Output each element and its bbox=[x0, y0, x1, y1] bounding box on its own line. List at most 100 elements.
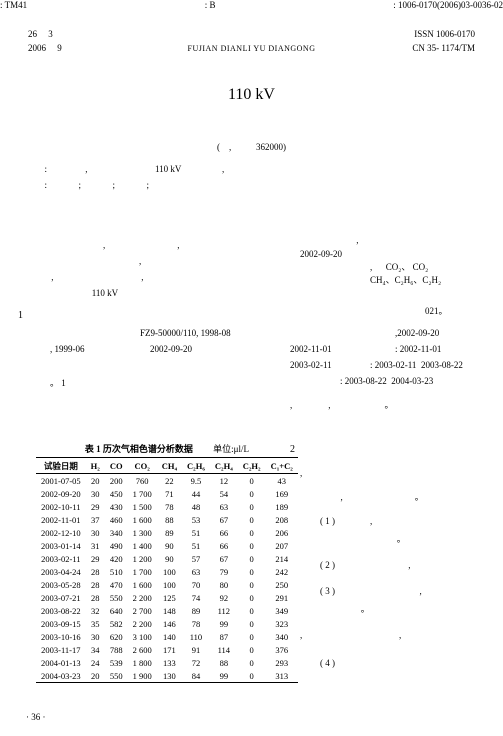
table-cell: 0 bbox=[238, 643, 266, 656]
table-row: 2002-12-10303401 3008951660206 bbox=[36, 526, 298, 539]
abstract-line-2: : ; ; ; bbox=[40, 180, 463, 190]
table-cell: 44 bbox=[182, 487, 210, 500]
table-cell: 89 bbox=[157, 526, 182, 539]
table-cell: 2004-03-23 bbox=[36, 669, 86, 683]
table-cell: 110 bbox=[182, 630, 210, 643]
table-cell: 34 bbox=[86, 643, 105, 656]
table-row: 2003-08-22326402 700148891120349 bbox=[36, 604, 298, 617]
table-cell: 84 bbox=[182, 669, 210, 683]
cls-tm: : TM41 bbox=[0, 0, 27, 10]
body-m3: , bbox=[370, 586, 490, 596]
author-address: ( , 362000) bbox=[0, 142, 503, 152]
body-l1: , , bbox=[40, 240, 270, 250]
table-row: 2004-01-13245391 80013372880293 bbox=[36, 656, 298, 669]
table-cell: 539 bbox=[105, 656, 128, 669]
table-cell: 67 bbox=[210, 552, 238, 565]
table-cell: 169 bbox=[266, 487, 298, 500]
cls-b: : B bbox=[205, 0, 216, 10]
lone-dot: 。 1 bbox=[50, 376, 66, 389]
table-cell: 788 bbox=[105, 643, 128, 656]
table-cell: 0 bbox=[238, 604, 266, 617]
body-m2: , bbox=[370, 560, 490, 570]
postal-code: 362000 bbox=[256, 142, 283, 152]
table-cell: 349 bbox=[266, 604, 298, 617]
table-cell: 99 bbox=[210, 669, 238, 683]
table-cell: 20 bbox=[86, 474, 105, 488]
date-right: ,2002-09-20 bbox=[395, 328, 439, 338]
table-cell: 2 200 bbox=[128, 591, 157, 604]
table-cell: 12 bbox=[210, 474, 238, 488]
table-cell: 2003-09-15 bbox=[36, 617, 86, 630]
table-cell: 0 bbox=[238, 513, 266, 526]
table-cell: 2003-01-14 bbox=[36, 539, 86, 552]
body-l2: , bbox=[40, 256, 270, 266]
table-cell: 78 bbox=[182, 617, 210, 630]
table-cell: 582 bbox=[105, 617, 128, 630]
table-cell: 37 bbox=[86, 513, 105, 526]
table-cell: 200 bbox=[105, 474, 128, 488]
table-cell: 207 bbox=[266, 539, 298, 552]
body-r3: , 。 bbox=[300, 490, 480, 503]
table-cell: 450 bbox=[105, 487, 128, 500]
body-m1b: 。 bbox=[300, 532, 480, 545]
table-header: CH₄ bbox=[157, 458, 182, 474]
table-cell: 1 700 bbox=[128, 565, 157, 578]
table-cell: 1 700 bbox=[128, 487, 157, 500]
header-right: ISSN 1006-0170 CN 35- 1174/TM bbox=[412, 28, 475, 55]
table-title: 表 1 历次气相色谱分析数据 单位:μl/L bbox=[36, 442, 298, 455]
table-cell: 2003-04-24 bbox=[36, 565, 86, 578]
table-cell: 9.5 bbox=[182, 474, 210, 488]
table-row: 2003-05-28284701 60010070800250 bbox=[36, 578, 298, 591]
table-cell: 28 bbox=[86, 578, 105, 591]
section-2: 2 bbox=[290, 444, 295, 455]
table-cell: 2003-08-22 bbox=[36, 604, 86, 617]
table-cell: 470 bbox=[105, 578, 128, 591]
table-cell: 71 bbox=[157, 487, 182, 500]
table-cell: 510 bbox=[105, 565, 128, 578]
table-cell: 99 bbox=[210, 617, 238, 630]
table-header: CO bbox=[105, 458, 128, 474]
table-cell: 125 bbox=[157, 591, 182, 604]
table-cell: 376 bbox=[266, 643, 298, 656]
table-cell: 146 bbox=[157, 617, 182, 630]
table-cell: 460 bbox=[105, 513, 128, 526]
d8d9: : 2003-08-22 2004-03-23 bbox=[340, 376, 433, 386]
table-cell: 640 bbox=[105, 604, 128, 617]
table-cell: 0 bbox=[238, 669, 266, 683]
table-cell: 2003-07-21 bbox=[36, 591, 86, 604]
table-cell: 2004-01-13 bbox=[36, 656, 86, 669]
table-cell: 89 bbox=[182, 604, 210, 617]
page-number: · 36 · bbox=[26, 712, 46, 722]
table-cell: 29 bbox=[86, 500, 105, 513]
d6d7: : 2003-02-11 2003-08-22 bbox=[370, 360, 463, 370]
table-cell: 88 bbox=[157, 513, 182, 526]
body-l3: , , bbox=[40, 272, 270, 282]
table-cell: 2 600 bbox=[128, 643, 157, 656]
table-cell: 88 bbox=[210, 656, 238, 669]
table-cell: 20 bbox=[86, 669, 105, 683]
table-unit: 单位:μl/L bbox=[213, 444, 249, 454]
table-cell: 208 bbox=[266, 513, 298, 526]
table-cell: 430 bbox=[105, 500, 128, 513]
table-cell: 90 bbox=[157, 539, 182, 552]
table-cell: 48 bbox=[182, 500, 210, 513]
table-cell: 214 bbox=[266, 552, 298, 565]
body-l4: 110 kV bbox=[40, 288, 270, 298]
table-row: 2003-07-21285502 20012574920291 bbox=[36, 591, 298, 604]
table-cell: 0 bbox=[238, 578, 266, 591]
mark-1: ( 1 ) bbox=[320, 516, 335, 526]
table-cell: 2 200 bbox=[128, 617, 157, 630]
table-cell: 91 bbox=[182, 643, 210, 656]
table-cell: 51 bbox=[182, 526, 210, 539]
table-cell: 1 600 bbox=[128, 578, 157, 591]
table-cell: 92 bbox=[210, 591, 238, 604]
table-cell: 30 bbox=[86, 630, 105, 643]
abstract-line-1: : , 110 kV , bbox=[40, 164, 463, 174]
table-cell: 2003-02-11 bbox=[36, 552, 86, 565]
issn: ISSN 1006-0170 bbox=[414, 29, 475, 39]
table-header: 试验日期 bbox=[36, 458, 86, 474]
table-cell: 0 bbox=[238, 617, 266, 630]
chromatography-table: 试验日期H₂COCO₂CH₄C₂H₆C₂H₄C₂H₂C₁+C₂ 2001-07-… bbox=[36, 457, 298, 683]
table-row: 2003-11-17347882 600171911140376 bbox=[36, 643, 298, 656]
table-cell: 620 bbox=[105, 630, 128, 643]
